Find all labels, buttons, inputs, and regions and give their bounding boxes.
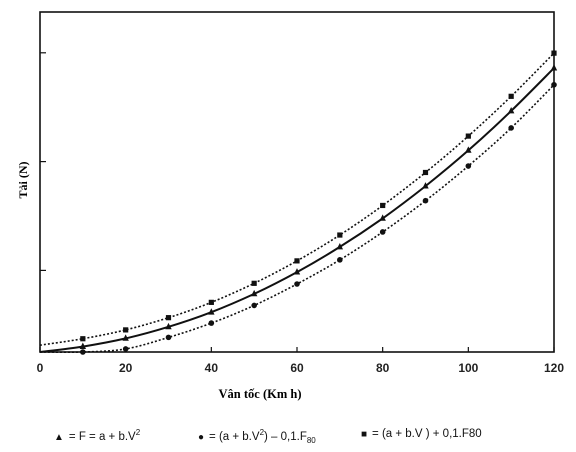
circle-marker-icon: ● (198, 431, 205, 443)
data-point-square (251, 280, 257, 286)
data-point-triangle (507, 106, 515, 114)
axes: 0 20 40 60 80 100 120 (37, 11, 564, 375)
data-point-circle (294, 281, 300, 287)
data-point-circle (337, 257, 343, 263)
x-tick-label: 40 (205, 361, 219, 375)
data-point-square (422, 169, 429, 176)
data-point-triangle (379, 214, 386, 221)
data-point-circle (551, 81, 557, 88)
x-tick-label: 80 (376, 361, 390, 375)
data-point-square (294, 258, 300, 264)
data-point-triangle (293, 268, 301, 275)
series-square (39, 50, 557, 346)
data-point-circle (379, 229, 386, 235)
data-point-square (551, 50, 557, 56)
series-triangle (39, 64, 558, 353)
legend-item-triangle: ▲ = F = a + b.V2 (54, 428, 140, 443)
data-point-triangle (422, 182, 429, 189)
series-line-triangle (39, 67, 555, 353)
data-point-triangle (550, 64, 558, 71)
data-point-square (508, 93, 514, 99)
x-tick-label: 100 (458, 361, 478, 375)
data-point-square (165, 315, 172, 321)
series-line-square (39, 52, 555, 346)
legend-label-3: = (a + b.V ) + 0,1.F80 (372, 428, 482, 440)
series-line-circle (39, 84, 555, 354)
data-point-circle (208, 320, 215, 326)
data-point-circle (508, 125, 514, 131)
legend-label-2-sub: 80 (306, 436, 316, 446)
data-point-triangle (208, 308, 215, 315)
series-layer (39, 50, 558, 355)
legend-label-2a: = (a + b.V (209, 430, 260, 443)
x-axis-label: Vân tốc (Km h) (219, 387, 302, 401)
data-point-triangle (79, 342, 87, 349)
data-point-square (337, 232, 343, 238)
data-point-circle (80, 349, 86, 355)
legend: ▲ = F = a + b.V2 ● = (a + b.V2) – 0,1.F80 … (0, 428, 576, 448)
data-point-square (380, 202, 386, 209)
data-point-triangle (336, 242, 344, 250)
plot-frame (39, 11, 555, 353)
x-tick-label: 60 (290, 361, 304, 375)
legend-label-2b: ) – 0,1.F (264, 430, 307, 443)
data-point-triangle (465, 146, 472, 153)
legend-label-1-sup: 2 (135, 428, 141, 437)
legend-label-2-sup: 2 (259, 428, 265, 437)
data-point-circle (165, 334, 172, 341)
axis-labels: Vân tốc (Km h) Tải (N) (16, 162, 301, 402)
data-point-triangle (122, 334, 129, 341)
square-marker-icon: ■ (361, 429, 368, 440)
data-point-triangle (250, 289, 258, 297)
data-point-square (208, 299, 214, 305)
series-circle (39, 81, 557, 355)
data-point-circle (422, 197, 429, 204)
data-point-triangle (165, 322, 172, 330)
x-tick-label: 20 (119, 361, 133, 375)
legend-label-1: = F = a + b.V (68, 430, 136, 443)
data-point-square (123, 327, 129, 333)
data-point-circle (465, 163, 472, 169)
legend-item-square: ■ = (a + b.V ) + 0,1.F80 (361, 428, 482, 440)
triangle-marker-icon: ▲ (54, 431, 64, 443)
data-point-circle (251, 302, 257, 309)
y-axis-label: Tải (N) (16, 162, 30, 199)
x-tick-label: 120 (544, 361, 564, 375)
data-point-square (465, 133, 471, 139)
x-tick-label: 0 (37, 361, 44, 375)
data-point-square (80, 336, 86, 342)
legend-item-circle: ● = (a + b.V2) – 0,1.F80 (198, 428, 316, 445)
data-point-circle (122, 346, 129, 352)
